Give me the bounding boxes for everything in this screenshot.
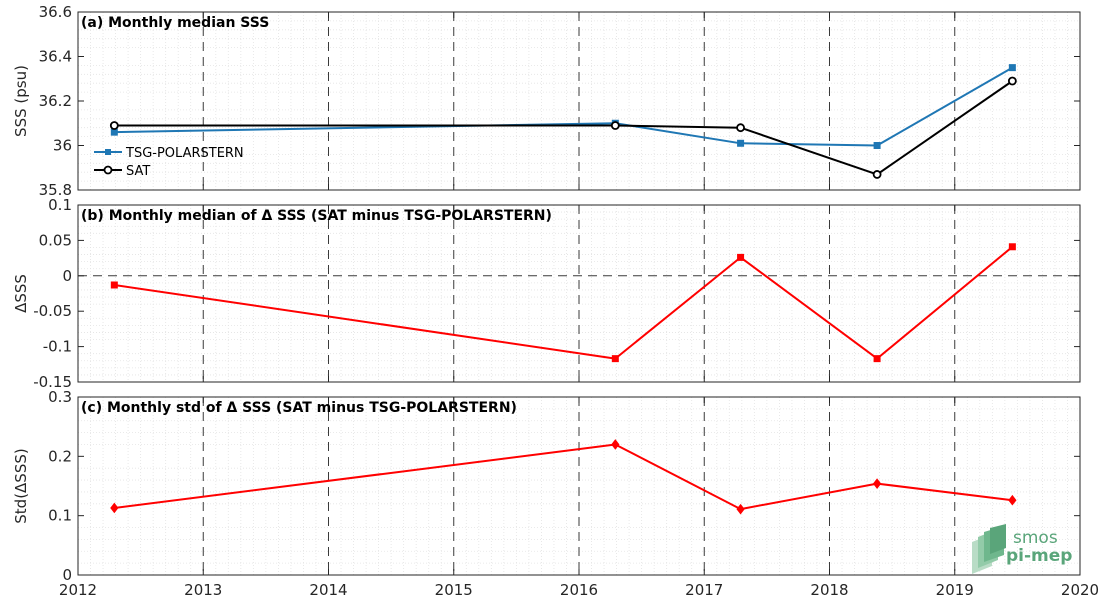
y-tick-label: 0.3 [48, 388, 72, 406]
plot-area [78, 12, 1080, 190]
data-point [873, 142, 881, 149]
data-point [610, 121, 620, 130]
data-point [872, 478, 882, 489]
x-tick-label: 2013 [184, 581, 222, 599]
smos-pi-mep-logo: smos pi-mep [972, 524, 1072, 574]
panel-title: (c) Monthly std of Δ SSS (SAT minus TSG-… [81, 400, 517, 416]
y-tick-label: 0.1 [48, 196, 72, 214]
data-point [110, 502, 119, 514]
panel-title: (a) Monthly median SSS [81, 15, 269, 31]
logo-line2: pi-mep [1006, 546, 1072, 566]
legend-label: TSG-POLARSTERN [125, 146, 244, 161]
data-point [736, 123, 745, 133]
data-point [873, 355, 881, 363]
panel-a-monthly-median-sss: 35.8 36 36.2 36.4 36.6 SSS (psu) (a) Monthly m… [12, 3, 1081, 199]
y-axis-label: SSS (psu) [12, 65, 30, 137]
data-point [611, 439, 620, 450]
y-tick-label: 36 [53, 137, 72, 155]
y-axis-label: ΔSSS [12, 274, 30, 313]
panel-c-std-delta-sss: 0 0.1 0.2 0.3 2012 2013 2014 2015 2016 2017 2018 20… [12, 388, 1099, 599]
legend-swatch-marker [105, 149, 111, 155]
series-delta [110, 439, 1017, 515]
x-tick-label: 2014 [309, 581, 347, 599]
data-point [611, 355, 619, 363]
logo-mark-icon [972, 524, 1006, 574]
legend-label: SAT [126, 164, 150, 179]
legend-swatch-marker [103, 165, 113, 175]
y-tick-label: 35.8 [39, 181, 72, 199]
data-point [1008, 64, 1016, 72]
x-tick-label: 2018 [810, 581, 848, 599]
panel-b-median-delta-sss: -0.15 -0.1 -0.05 0 0.05 0.1 ΔSSS (b) Monthly me… [12, 196, 1081, 391]
y-tick-label: 0 [62, 566, 72, 584]
data-point [110, 128, 118, 136]
y-tick-label: -0.15 [33, 373, 72, 391]
data-point [109, 121, 119, 130]
x-tick-label: 2017 [685, 581, 723, 599]
y-tick-label: 0.2 [48, 447, 72, 465]
data-point [872, 170, 882, 179]
y-tick-label: 36.4 [39, 48, 72, 66]
data-point [1008, 494, 1017, 506]
data-point [1008, 243, 1016, 251]
y-axis-label: Std(ΔSSS) [12, 448, 30, 523]
series-sat [109, 76, 1017, 179]
data-point [1007, 76, 1017, 86]
plot-area [78, 397, 1080, 575]
data-point [737, 139, 745, 147]
panel-title: (b) Monthly median of Δ SSS (SAT minus T… [81, 208, 552, 224]
data-point [736, 503, 745, 515]
data-point [737, 253, 745, 261]
x-tick-label: 2012 [59, 581, 97, 599]
logo-line1: smos [1013, 528, 1058, 548]
x-tick-label: 2019 [936, 581, 974, 599]
x-tick-label: 2020 [1061, 581, 1099, 599]
data-point [110, 281, 118, 289]
y-tick-label: 0 [62, 267, 72, 285]
y-tick-label: 36.6 [39, 3, 72, 21]
y-tick-label: 0.1 [48, 507, 72, 525]
series-delta [110, 243, 1016, 363]
y-tick-label: -0.1 [43, 338, 72, 356]
y-tick-label: -0.05 [33, 302, 72, 320]
legend: TSG-POLARSTERN SAT [94, 146, 244, 179]
legend-item: SAT [94, 164, 150, 179]
y-tick-label: 36.2 [39, 92, 72, 110]
legend-item: TSG-POLARSTERN [94, 146, 244, 161]
x-tick-label: 2015 [435, 581, 473, 599]
x-tick-label: 2016 [560, 581, 598, 599]
y-tick-label: 0.05 [39, 231, 72, 249]
